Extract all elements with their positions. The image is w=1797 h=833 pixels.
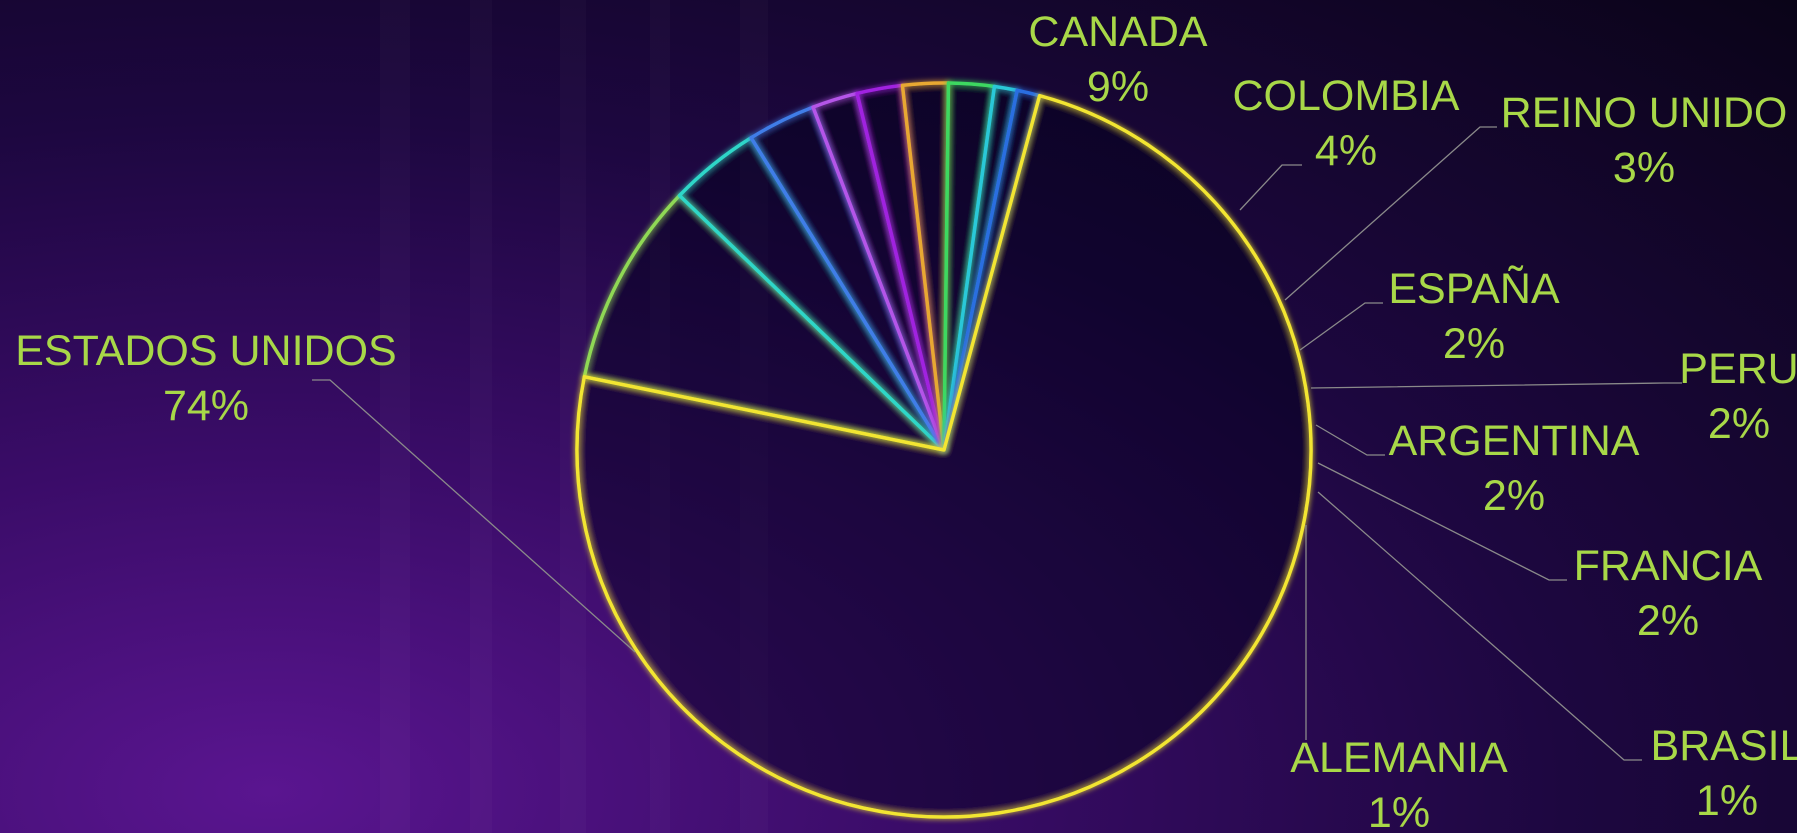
leader-line-españa xyxy=(1299,302,1383,351)
leader-line-estados-unidos xyxy=(312,379,636,653)
pie-slices xyxy=(575,81,1313,819)
data-label-reino-unido: REINO UNIDO 3% xyxy=(1501,89,1788,192)
slice-percent: 74% xyxy=(163,382,249,430)
data-label-colombia: COLOMBIA 4% xyxy=(1233,72,1460,175)
data-label-francia: FRANCIA 2% xyxy=(1574,542,1763,645)
slice-label: ESPAÑA xyxy=(1388,265,1560,313)
data-label-españa: ESPAÑA 2% xyxy=(1388,265,1560,368)
slice-percent: 4% xyxy=(1315,127,1377,175)
slice-label: ESTADOS UNIDOS xyxy=(15,327,396,375)
leader-line-argentina xyxy=(1315,424,1385,456)
leader-line-reino-unido xyxy=(1284,126,1497,301)
data-label-canada: CANADA 9% xyxy=(1028,8,1208,111)
leader-lines xyxy=(312,126,1682,761)
leader-line-francia xyxy=(1317,462,1567,581)
slice-percent: 2% xyxy=(1708,400,1770,448)
leader-line-colombia xyxy=(1239,164,1302,211)
data-label-estados-unidos: ESTADOS UNIDOS 74% xyxy=(15,327,396,430)
slice-label: CANADA xyxy=(1028,8,1208,56)
slice-percent: 2% xyxy=(1637,597,1699,645)
data-label-brasil: BRASIL 1% xyxy=(1651,722,1797,825)
slice-label: BRASIL xyxy=(1651,722,1797,770)
data-label-argentina: ARGENTINA 2% xyxy=(1389,417,1640,520)
slice-percent: 2% xyxy=(1443,320,1505,368)
slice-percent: 1% xyxy=(1368,789,1430,833)
slice-percent: 3% xyxy=(1613,144,1675,192)
leader-line-peru xyxy=(1310,382,1682,389)
leader-line-brasil xyxy=(1317,491,1642,761)
slice-label: ARGENTINA xyxy=(1389,417,1640,465)
slice-percent: 2% xyxy=(1483,472,1545,520)
pie-slice-estados-unidos xyxy=(575,93,1313,819)
slice-label: FRANCIA xyxy=(1574,542,1763,590)
slice-percent: 9% xyxy=(1087,63,1149,111)
slice-label: ALEMANIA xyxy=(1290,734,1508,782)
slice-label: PERU xyxy=(1679,345,1797,393)
slice-label: COLOMBIA xyxy=(1233,72,1460,120)
data-label-alemania: ALEMANIA 1% xyxy=(1290,734,1508,833)
slice-label: REINO UNIDO xyxy=(1501,89,1788,137)
pie-slice-canada xyxy=(582,193,946,452)
slice-percent: 1% xyxy=(1696,777,1758,825)
data-label-peru: PERU 2% xyxy=(1679,345,1797,448)
